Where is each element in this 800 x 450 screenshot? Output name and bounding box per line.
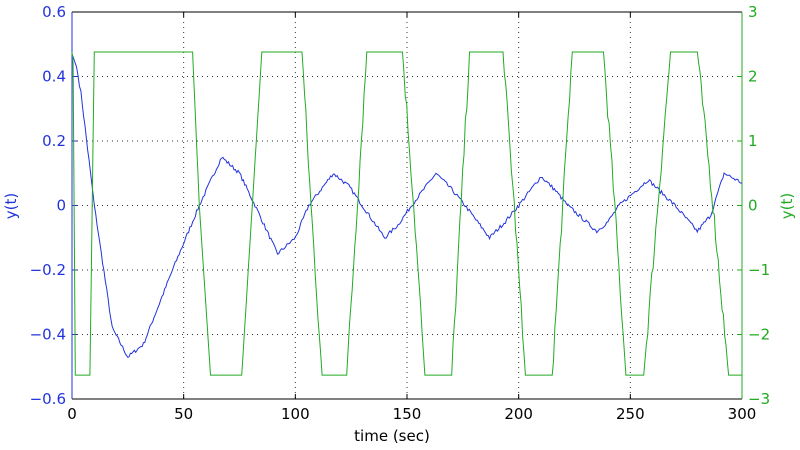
y-tick-label-left: −0.2 [30, 261, 66, 279]
y-tick-label-right: 2 [748, 68, 758, 86]
x-tick-label: 150 [393, 405, 422, 423]
x-tick-label: 300 [728, 405, 757, 423]
y-tick-label-right: −3 [748, 390, 770, 408]
y-tick-label-right: −1 [748, 261, 770, 279]
y-axis-label-right: y(t) [778, 192, 797, 220]
y-tick-label-right: 1 [748, 132, 758, 150]
y-tick-label-left: −0.6 [30, 390, 66, 408]
y-tick-label-left: −0.4 [30, 326, 66, 344]
y-tick-label-right: 3 [748, 3, 758, 21]
x-axis-label: time (sec) [354, 427, 430, 445]
x-tick-label: 200 [504, 405, 533, 423]
series-line-right [71, 51, 743, 376]
y-axis-label-left: y(t) [2, 192, 21, 220]
series-line-left [71, 53, 743, 359]
x-tick-label: 100 [281, 405, 310, 423]
y-tick-label-left: 0.4 [42, 68, 66, 86]
x-tick-label: 0 [67, 405, 77, 423]
y-tick-label-left: 0.2 [42, 132, 66, 150]
y-tick-label-right: −2 [748, 326, 770, 344]
y-tick-label-left: 0 [56, 197, 66, 215]
x-tick-label: 50 [174, 405, 193, 423]
x-tick-label: 250 [616, 405, 645, 423]
y-tick-label-right: 0 [748, 197, 758, 215]
y-tick-label-left: 0.6 [42, 3, 66, 21]
